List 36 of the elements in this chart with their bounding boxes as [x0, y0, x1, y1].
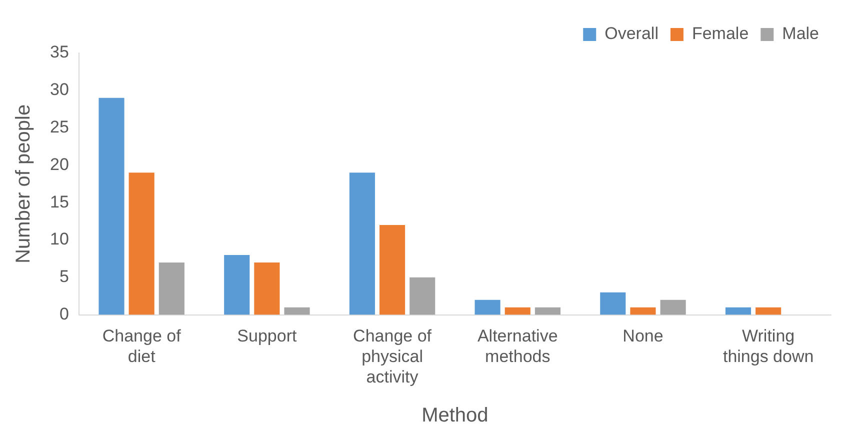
bar: [224, 254, 250, 315]
legend-label: Male: [782, 24, 820, 44]
y-tick-label: 10: [50, 230, 69, 249]
x-tick-label: Change of physical activity: [353, 326, 432, 386]
y-tick-label: 0: [59, 304, 69, 324]
bar: [410, 277, 436, 315]
x-tick-label: Change of diet: [102, 326, 182, 366]
bar: [158, 262, 184, 315]
x-tick-label: None: [622, 326, 664, 346]
bar: [600, 292, 626, 315]
y-tick-label: 5: [59, 267, 69, 286]
bar: [504, 307, 530, 315]
x-tick-label: Alternative methods: [477, 326, 558, 366]
bar: [534, 307, 560, 315]
bar: [379, 225, 406, 315]
y-tick-label: 15: [50, 192, 69, 212]
x-axis-title: Method: [422, 404, 488, 427]
bar: [725, 307, 752, 315]
bar: [284, 307, 310, 315]
y-axis-title: Number of people: [12, 104, 35, 264]
bar: [349, 172, 375, 315]
bar: [254, 262, 280, 315]
bar: [128, 172, 154, 315]
y-tick-label: 35: [50, 42, 69, 62]
x-tick-label: Support: [237, 326, 297, 346]
bar: [98, 98, 124, 315]
bar: [660, 300, 686, 315]
x-tick-label: Writing things down: [722, 326, 814, 366]
y-tick-label: 20: [50, 154, 69, 174]
bar: [630, 307, 656, 315]
y-tick-label: 30: [50, 80, 69, 100]
bar: [474, 300, 500, 315]
bar: [756, 307, 782, 315]
legend-label: Overall: [604, 24, 658, 44]
legend-label: Female: [692, 24, 749, 44]
y-tick-label: 25: [50, 117, 69, 136]
